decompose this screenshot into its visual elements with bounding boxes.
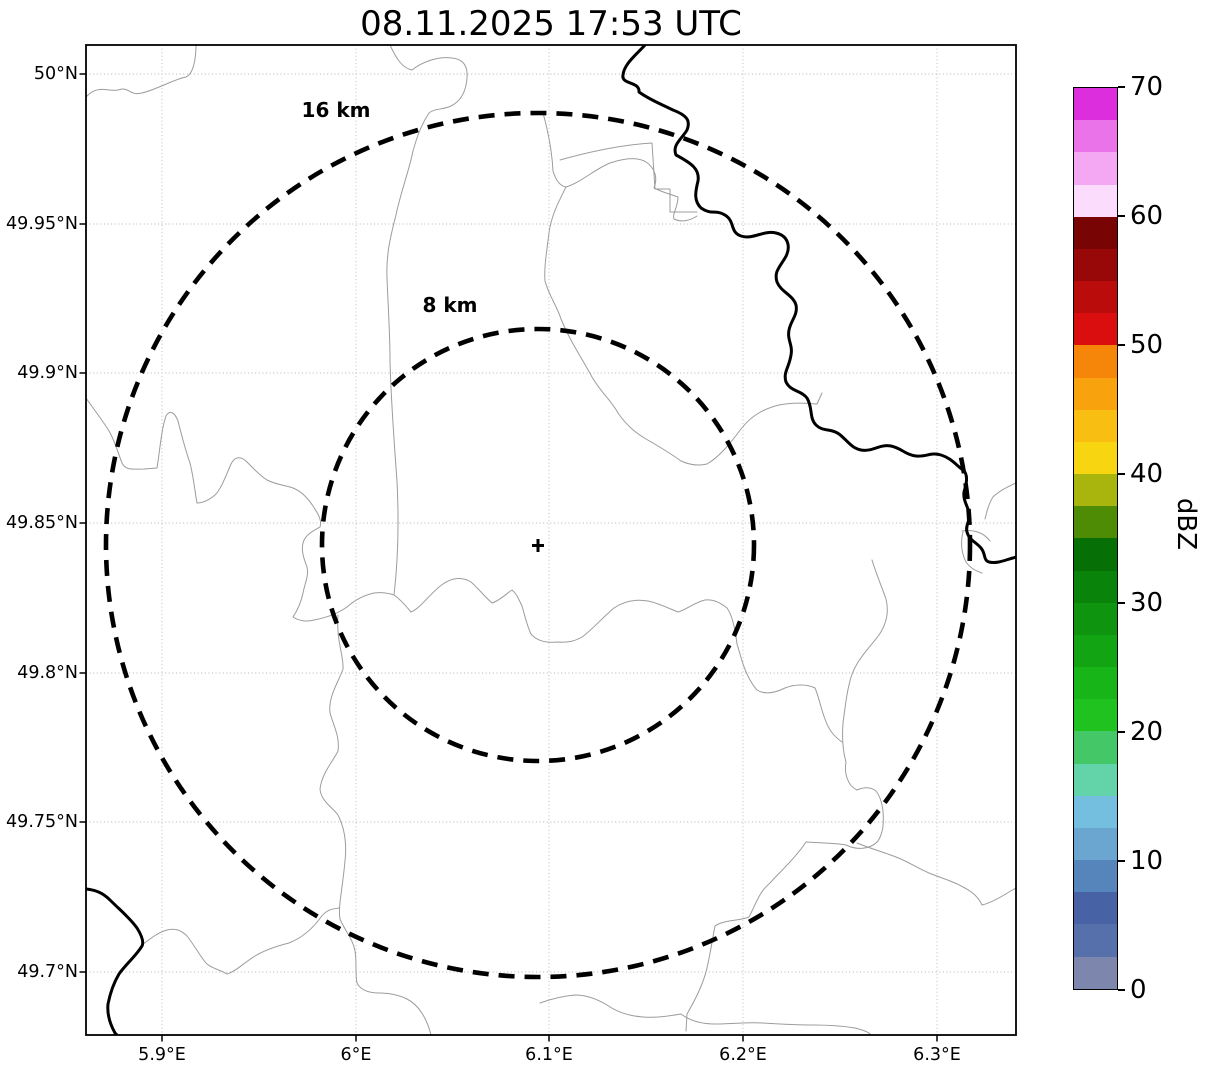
colorbar-tick-mark (1118, 215, 1125, 217)
colorbar-segment (1074, 634, 1117, 668)
colorbar-segment (1074, 345, 1117, 378)
colorbar-segment (1074, 570, 1117, 603)
colorbar-segment (1074, 795, 1117, 828)
colorbar-segment (1074, 763, 1117, 796)
range-rings (103, 110, 973, 980)
colorbar-segment (1074, 892, 1117, 925)
range-ring-labels: 16 km 8 km (302, 98, 478, 317)
range-ring-label: 16 km (302, 98, 371, 122)
y-tick-label: 49.85°N (6, 513, 78, 533)
colorbar-segment (1074, 602, 1117, 635)
river-southwest (86, 887, 145, 1035)
colorbar-segment (1074, 827, 1117, 861)
colorbar (1073, 87, 1118, 990)
colorbar-tick-mark (1118, 989, 1125, 991)
plot-frame (85, 44, 1017, 1036)
colorbar-tick-label: 10 (1130, 846, 1164, 876)
colorbar-segment (1074, 216, 1117, 249)
map-background (86, 45, 1016, 1035)
colorbar-tick-label: 40 (1130, 459, 1164, 489)
colorbar-segment (1074, 152, 1117, 185)
x-tick-label: 5.9°E (138, 1045, 186, 1065)
radar-center-marker (532, 539, 544, 552)
colorbar-tick-mark (1118, 860, 1125, 862)
colorbar-segment (1074, 956, 1117, 989)
x-tick-label: 6.1°E (525, 1045, 573, 1065)
admin-border-lines (86, 45, 1016, 1035)
colorbar-segment (1074, 731, 1117, 764)
colorbar-segment (1074, 377, 1117, 410)
colorbar-unit-label: dBZ (1171, 497, 1201, 551)
colorbar-tick-label: 0 (1130, 975, 1147, 1005)
colorbar-tick-mark (1118, 344, 1125, 346)
river-east (621, 45, 1016, 564)
range-ring-label: 8 km (422, 293, 477, 317)
colorbar-segment (1074, 506, 1117, 539)
colorbar-segment (1074, 184, 1117, 217)
y-tick-label: 49.9°N (17, 363, 78, 383)
x-tick-label: 6°E (340, 1045, 372, 1065)
colorbar-segment (1074, 538, 1117, 571)
range-ring (103, 110, 973, 980)
colorbar-segment (1074, 409, 1117, 442)
y-tick-label: 49.75°N (6, 812, 78, 832)
y-tick-label: 50°N (33, 64, 78, 84)
x-tick-label: 6.2°E (719, 1045, 767, 1065)
grid-lines (86, 45, 1016, 1035)
colorbar-segment (1074, 88, 1117, 121)
colorbar-segment (1074, 313, 1117, 346)
x-tick-label: 6.3°E (913, 1045, 961, 1065)
axis-tick-marks (79, 73, 938, 1042)
colorbar-tick-label: 70 (1130, 72, 1164, 102)
colorbar-tick-label: 60 (1130, 201, 1164, 231)
colorbar-segment (1074, 924, 1117, 957)
y-tick-label: 49.8°N (17, 663, 78, 683)
colorbar-segment (1074, 667, 1117, 700)
range-ring (319, 326, 757, 764)
colorbar-segment (1074, 441, 1117, 475)
colorbar-segment (1074, 699, 1117, 732)
colorbar-segment (1074, 248, 1117, 282)
colorbar-tick-mark (1118, 86, 1125, 88)
y-tick-label: 49.7°N (17, 962, 78, 982)
colorbar-segment (1074, 120, 1117, 153)
plot-title: 08.11.2025 17:53 UTC (360, 4, 742, 44)
colorbar-tick-mark (1118, 602, 1125, 604)
colorbar-tick-label: 20 (1130, 717, 1164, 747)
colorbar-segment (1074, 281, 1117, 314)
colorbar-segment (1074, 474, 1117, 507)
colorbar-tick-mark (1118, 731, 1125, 733)
colorbar-segment (1074, 860, 1117, 893)
colorbar-tick-mark (1118, 473, 1125, 475)
colorbar-tick-label: 30 (1130, 588, 1164, 618)
river-border-lines (86, 45, 1016, 1035)
y-tick-label: 49.95°N (6, 214, 78, 234)
colorbar-tick-label: 50 (1130, 330, 1164, 360)
